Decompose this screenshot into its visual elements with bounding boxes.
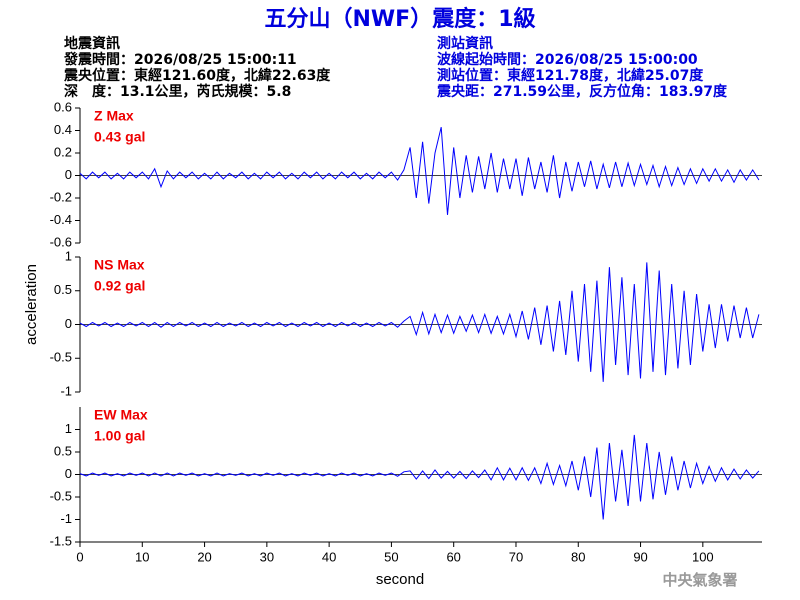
max-annotation: Z Max: [94, 108, 134, 124]
x-tick-label: 100: [692, 549, 714, 564]
waveform: [79, 126, 760, 215]
y-tick-label: 0: [65, 466, 72, 481]
info-line: 波線起始時間：2026/08/25 15:00:00: [437, 51, 698, 68]
x-axis-label: second: [376, 571, 424, 588]
info-line: 震央位置：東經121.60度，北緯22.63度: [63, 67, 331, 84]
y-tick-label: 0.6: [54, 99, 72, 114]
x-tick-label: 90: [633, 549, 647, 564]
x-tick-label: 40: [322, 549, 336, 564]
y-tick-label: -0.6: [50, 234, 72, 249]
info-line: 深 度：13.1公里，芮氏規模：5.8: [64, 83, 291, 100]
y-tick-label: -0.4: [50, 212, 72, 227]
info-line: 地震資訊: [64, 35, 120, 52]
x-tick-label: 60: [446, 549, 460, 564]
y-tick-label: -1: [60, 511, 72, 526]
max-annotation: 0.43 gal: [94, 129, 145, 145]
y-tick-label: 0.5: [54, 443, 72, 458]
x-tick-label: 50: [384, 549, 398, 564]
x-tick-label: 80: [571, 549, 585, 564]
y-tick-label: 1: [65, 248, 72, 263]
right-info: 測站資訊 波線起始時間：2026/08/25 15:00:00 測站位置：東經1…: [436, 35, 728, 100]
info-line: 測站資訊: [437, 35, 493, 52]
max-annotation: 1.00 gal: [94, 428, 145, 444]
y-tick-label: -0.2: [50, 189, 72, 204]
y-tick-label: -1.5: [50, 533, 72, 548]
x-tick-label: 70: [509, 549, 523, 564]
x-tick-label: 0: [76, 549, 83, 564]
y-tick-label: 0.5: [54, 282, 72, 297]
y-tick-label: 0: [65, 316, 72, 331]
left-info: 地震資訊 發震時間：2026/08/25 15:00:11 震央位置：東經121…: [63, 35, 331, 100]
x-tick-label: 10: [135, 549, 149, 564]
x-tick-label: 20: [197, 549, 211, 564]
x-tick-label: 30: [260, 549, 274, 564]
y-tick-label: -1: [60, 383, 72, 398]
waveform: [79, 262, 760, 382]
y-tick-label: -0.5: [50, 488, 72, 503]
y-tick-label: 1: [65, 421, 72, 436]
chart-title: 五分山（NWF）震度：1級: [264, 6, 535, 32]
max-annotation: 0.92 gal: [94, 278, 145, 294]
waveform: [79, 434, 760, 520]
info-line: 測站位置：東經121.78度，北緯25.07度: [437, 67, 704, 84]
max-annotation: NS Max: [94, 257, 145, 273]
y-tick-label: 0.2: [54, 144, 72, 159]
y-axis-label: acceleration: [23, 264, 40, 345]
footer: 中央氣象署: [662, 571, 737, 589]
y-tick-label: 0.4: [54, 122, 72, 137]
info-line: 發震時間：2026/08/25 15:00:11: [63, 51, 297, 68]
info-line: 震央距：271.59公里，反方位角：183.97度: [436, 83, 728, 100]
y-tick-label: -0.5: [50, 350, 72, 365]
max-annotation: EW Max: [94, 407, 148, 423]
y-tick-label: 0: [65, 167, 72, 182]
